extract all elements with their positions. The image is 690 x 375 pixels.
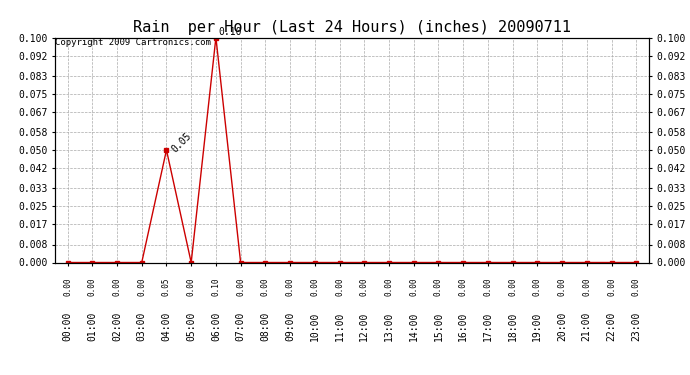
Text: 23:00: 23:00 <box>631 311 641 340</box>
Text: 0.00: 0.00 <box>88 278 97 296</box>
Text: 00:00: 00:00 <box>63 311 72 340</box>
Text: 09:00: 09:00 <box>285 311 295 340</box>
Text: 08:00: 08:00 <box>260 311 270 340</box>
Text: 0.00: 0.00 <box>533 278 542 296</box>
Text: 0.00: 0.00 <box>359 278 368 296</box>
Text: 14:00: 14:00 <box>408 311 419 340</box>
Text: 0.10: 0.10 <box>211 278 220 296</box>
Text: 0.00: 0.00 <box>484 278 493 296</box>
Text: 0.00: 0.00 <box>459 278 468 296</box>
Text: 0.00: 0.00 <box>112 278 121 296</box>
Text: 15:00: 15:00 <box>433 311 444 340</box>
Text: 11:00: 11:00 <box>335 311 344 340</box>
Text: 18:00: 18:00 <box>508 311 518 340</box>
Text: 0.00: 0.00 <box>582 278 591 296</box>
Text: 0.00: 0.00 <box>508 278 517 296</box>
Text: 05:00: 05:00 <box>186 311 196 340</box>
Text: 0.00: 0.00 <box>286 278 295 296</box>
Text: 0.00: 0.00 <box>236 278 245 296</box>
Text: 17:00: 17:00 <box>483 311 493 340</box>
Text: 0.00: 0.00 <box>558 278 566 296</box>
Text: 03:00: 03:00 <box>137 311 147 340</box>
Text: 16:00: 16:00 <box>458 311 468 340</box>
Text: 0.05: 0.05 <box>170 130 194 154</box>
Text: 0.00: 0.00 <box>335 278 344 296</box>
Text: 0.00: 0.00 <box>632 278 641 296</box>
Text: 07:00: 07:00 <box>236 311 246 340</box>
Text: 0.00: 0.00 <box>187 278 196 296</box>
Text: 0.00: 0.00 <box>310 278 319 296</box>
Text: 0.05: 0.05 <box>162 278 171 296</box>
Text: 0.00: 0.00 <box>607 278 616 296</box>
Text: 02:00: 02:00 <box>112 311 122 340</box>
Text: 21:00: 21:00 <box>582 311 592 340</box>
Text: 10:00: 10:00 <box>310 311 319 340</box>
Text: 01:00: 01:00 <box>88 311 97 340</box>
Text: 19:00: 19:00 <box>533 311 542 340</box>
Text: 06:00: 06:00 <box>211 311 221 340</box>
Text: 0.00: 0.00 <box>384 278 393 296</box>
Text: 0.00: 0.00 <box>137 278 146 296</box>
Text: 13:00: 13:00 <box>384 311 394 340</box>
Text: 0.00: 0.00 <box>63 278 72 296</box>
Title: Rain  per Hour (Last 24 Hours) (inches) 20090711: Rain per Hour (Last 24 Hours) (inches) 2… <box>133 20 571 35</box>
Text: 0.10: 0.10 <box>218 27 242 37</box>
Text: 04:00: 04:00 <box>161 311 171 340</box>
Text: 0.00: 0.00 <box>409 278 418 296</box>
Text: 22:00: 22:00 <box>607 311 616 340</box>
Text: Copyright 2009 Cartronics.com: Copyright 2009 Cartronics.com <box>55 38 211 46</box>
Text: 0.00: 0.00 <box>261 278 270 296</box>
Text: 20:00: 20:00 <box>557 311 567 340</box>
Text: 12:00: 12:00 <box>359 311 369 340</box>
Text: 0.00: 0.00 <box>434 278 443 296</box>
